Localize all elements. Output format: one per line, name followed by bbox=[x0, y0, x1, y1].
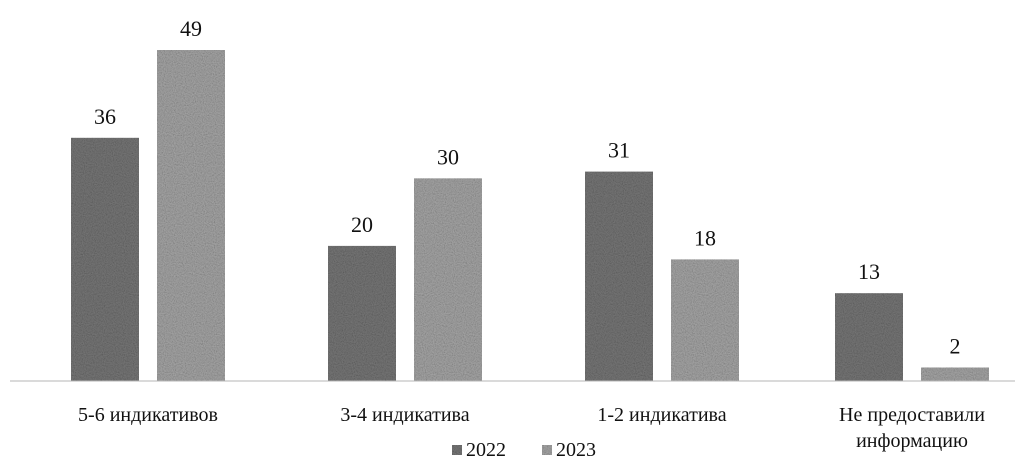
bar-2023-0 bbox=[157, 50, 225, 381]
category-label-line: 1-2 индикатива bbox=[597, 404, 726, 426]
value-label-2023-3: 2 bbox=[950, 333, 961, 358]
legend-label-2022: 2022 bbox=[466, 439, 506, 461]
category-label-line: 5-6 индикативов bbox=[78, 404, 218, 426]
category-label-0: 5-6 индикативов bbox=[78, 404, 218, 426]
legend-swatch-2023 bbox=[542, 445, 552, 455]
bar-2023-1 bbox=[414, 178, 482, 381]
value-label-2023-0: 49 bbox=[180, 16, 202, 41]
bar-2022-1 bbox=[328, 245, 396, 381]
value-label-2023-2: 18 bbox=[694, 225, 716, 250]
legend: 2022 2023 bbox=[452, 439, 596, 461]
legend-swatch-2022 bbox=[452, 445, 462, 455]
category-labels-group: 5-6 индикативов 3-4 индикатива 1-2 индикат… bbox=[78, 404, 985, 452]
value-label-2023-1: 30 bbox=[437, 144, 459, 169]
bar-2022-2 bbox=[585, 171, 653, 381]
bar-2023-2 bbox=[671, 259, 739, 381]
value-label-2022-2: 31 bbox=[608, 138, 630, 163]
value-labels-group: 36 49 20 30 31 18 13 2 bbox=[94, 16, 961, 358]
bar-2022-3 bbox=[835, 293, 903, 381]
category-label-line: 3-4 индикатива bbox=[340, 404, 469, 426]
value-label-2022-3: 13 bbox=[858, 259, 880, 284]
category-label-line: информацию bbox=[856, 430, 968, 452]
category-label-line: Не предоставили bbox=[839, 404, 985, 426]
bars-group bbox=[71, 50, 989, 381]
bar-2023-3 bbox=[921, 367, 989, 381]
bar-2022-0 bbox=[71, 137, 139, 381]
category-label-3: Не предоставили информацию bbox=[839, 404, 985, 452]
value-label-2022-0: 36 bbox=[94, 104, 116, 129]
category-label-2: 1-2 индикатива bbox=[597, 404, 726, 426]
legend-label-2023: 2023 bbox=[556, 439, 596, 461]
value-label-2022-1: 20 bbox=[351, 212, 373, 237]
category-label-1: 3-4 индикатива bbox=[340, 404, 469, 426]
